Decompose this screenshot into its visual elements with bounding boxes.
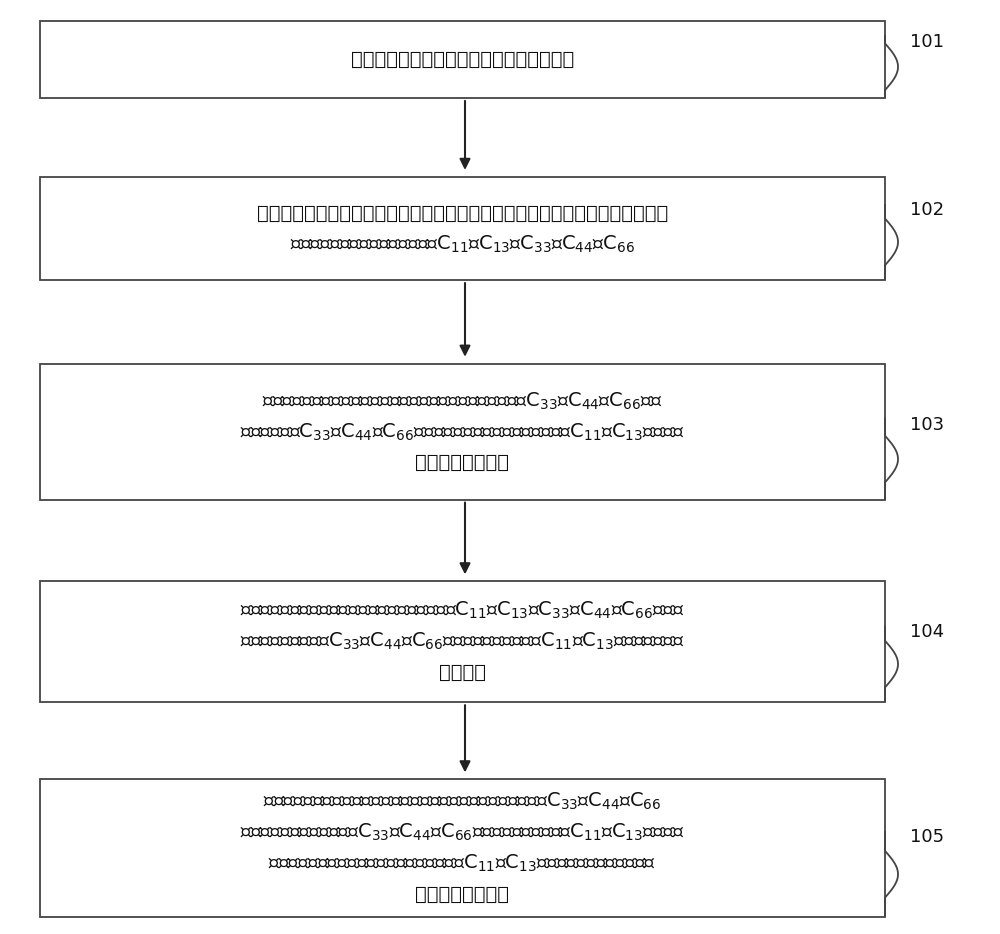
Text: 代入测井可测量的弹性系数C$_{33}$，C$_{44}$，C$_{66}$和不可测量的弹性系数C$_{11}$，C$_{13}$之间的组: 代入测井可测量的弹性系数C$_{33}$，C$_{44}$，C$_{66}$和不… [240,822,685,843]
Text: 对所述岩心样品进行测量，获取所述岩心样品的纵波速度和横波速度，利用纵波: 对所述岩心样品进行测量，获取所述岩心样品的纵波速度和横波速度，利用纵波 [257,204,668,223]
Text: 102: 102 [910,201,944,219]
Text: 性地层的弹性系数: 性地层的弹性系数 [415,884,509,904]
FancyBboxPatch shape [40,21,885,98]
Text: 对岩心进行不同方向的取心，获得岩心样品: 对岩心进行不同方向的取心，获得岩心样品 [351,50,574,69]
Text: 103: 103 [910,416,944,433]
Text: 可测量的弹性系数: 可测量的弹性系数 [415,453,509,473]
FancyBboxPatch shape [40,177,885,280]
Text: 利用取心井的阵列声波测井数据和密度测井数据获取弹性系数C$_{33}$，C$_{44}$，C$_{66}$；其: 利用取心井的阵列声波测井数据和密度测井数据获取弹性系数C$_{33}$，C$_{… [262,390,663,412]
Text: 速度和横波速度计算得到弹性系数C$_{11}$，C$_{13}$，C$_{33}$，C$_{44}$，C$_{66}$: 速度和横波速度计算得到弹性系数C$_{11}$，C$_{13}$，C$_{33}… [290,234,635,255]
Text: 101: 101 [910,33,944,50]
Text: 中，弹性系数C$_{33}$，C$_{44}$，C$_{66}$为测井可测量的弹性系数，弹性系数C$_{11}$，C$_{13}$为测井不: 中，弹性系数C$_{33}$，C$_{44}$，C$_{66}$为测井可测量的弹… [240,421,685,443]
FancyBboxPatch shape [40,364,885,500]
Text: 表达式：: 表达式： [439,663,486,682]
Text: 将通过取心井的阵列声波测井数据和密度测井数据获取的弹性系数C$_{33}$，C$_{44}$，C$_{66}$: 将通过取心井的阵列声波测井数据和密度测井数据获取的弹性系数C$_{33}$，C$… [263,791,662,813]
Text: 井可测量的弹性系数C$_{33}$，C$_{44}$，C$_{66}$和不可测量的弹性系数C$_{11}$，C$_{13}$之间的组合关系: 井可测量的弹性系数C$_{33}$，C$_{44}$，C$_{66}$和不可测量… [240,631,685,652]
Text: 104: 104 [910,623,944,641]
Text: 合关系表达式，得到测井不可测量的弹性系数C$_{11}$，C$_{13}$，最终获得表征横观各向同: 合关系表达式，得到测井不可测量的弹性系数C$_{11}$，C$_{13}$，最终… [268,853,657,874]
Text: 利用所述纵波速度和横波速度计算得到的弹性系数C$_{11}$，C$_{13}$，C$_{33}$，C$_{44}$，C$_{66}$建立测: 利用所述纵波速度和横波速度计算得到的弹性系数C$_{11}$，C$_{13}$，… [240,601,685,621]
FancyBboxPatch shape [40,779,885,917]
Text: 105: 105 [910,828,944,846]
FancyBboxPatch shape [40,581,885,702]
